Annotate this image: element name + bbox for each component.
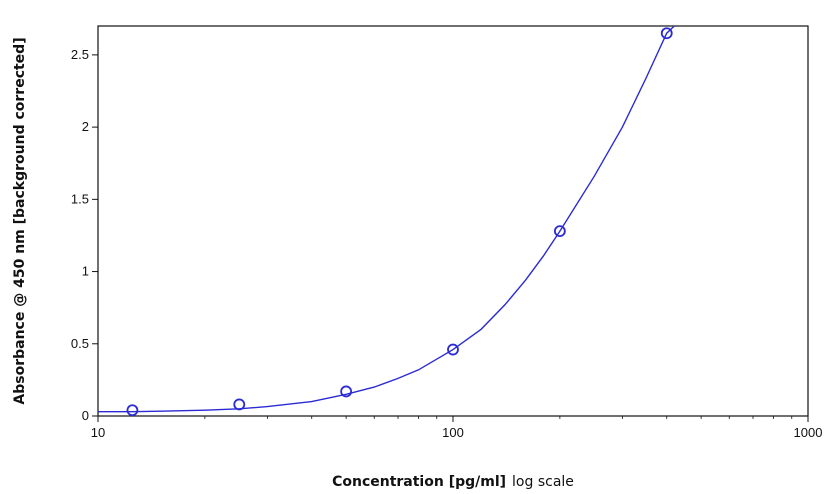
x-axis: 10 100 1000: [91, 416, 823, 440]
data-point: [233, 398, 246, 411]
x-tick-label: 10: [91, 425, 105, 440]
x-tick-label: 1000: [794, 425, 823, 440]
data-point: [447, 343, 459, 356]
fit-curve: [98, 25, 675, 413]
data-point: [340, 385, 353, 398]
plot-area: [97, 25, 809, 417]
y-tick-label: 0: [82, 408, 89, 423]
data-point: [553, 225, 566, 238]
y-tick-label: 2.5: [71, 47, 89, 62]
y-axis: 0 0.5 1 1.5 2 2.5: [71, 47, 98, 423]
data-point: [660, 27, 673, 40]
x-axis-title-suffix: log scale: [512, 474, 574, 490]
x-axis-title: Concentration [pg/ml] log scale: [332, 474, 574, 490]
y-axis-title: Absorbance @ 450 nm [background correcte…: [12, 37, 28, 404]
y-tick-label: 0.5: [71, 336, 89, 351]
fit-curve-layer: [98, 25, 675, 413]
data-points-layer: [126, 27, 673, 417]
x-axis-title-main: Concentration [pg/ml]: [332, 474, 506, 490]
x-tick-label: 100: [442, 425, 464, 440]
y-tick-label: 1.5: [71, 191, 89, 206]
y-tick-label: 2: [82, 119, 89, 134]
data-point: [126, 404, 139, 417]
y-tick-label: 1: [82, 264, 89, 279]
